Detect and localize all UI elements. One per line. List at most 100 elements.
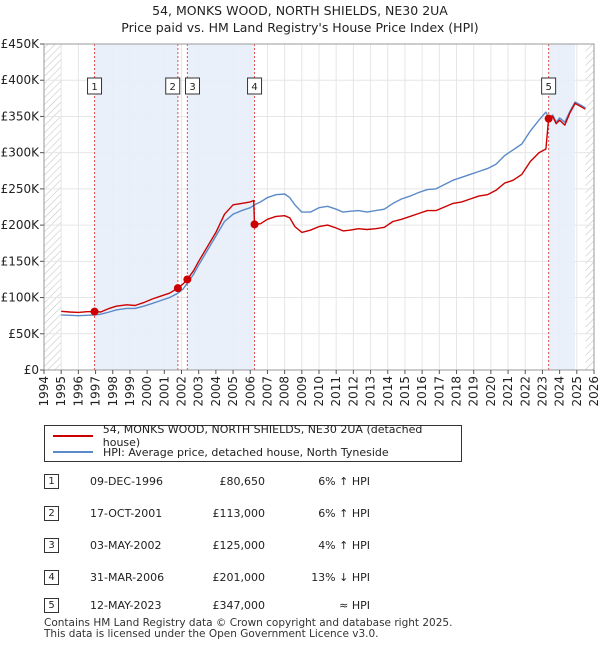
x-tick-label: 2012 (346, 376, 360, 407)
sale-label-text: 2 (170, 82, 176, 93)
x-tick-label: 1994 (37, 376, 51, 407)
x-tick-label: 2018 (450, 376, 464, 407)
sale-point (183, 275, 192, 284)
sale-number: 1 (44, 474, 59, 489)
legend-label-property: 54, MONKS WOOD, NORTH SHIELDS, NE30 2UA … (102, 423, 423, 449)
x-tick-label: 2006 (243, 376, 257, 407)
sale-label-box (247, 77, 263, 95)
x-tick-label: 2022 (518, 376, 532, 407)
sale-label-marker: 4 (247, 77, 263, 95)
sale-hpi-comparison: ≈ HPI (339, 599, 370, 612)
y-tick-label: £100K (1, 291, 41, 305)
no-data-hatch (585, 44, 594, 370)
x-tick-label: 1998 (106, 376, 120, 407)
y-tick-label: £350K (1, 109, 41, 123)
sale-label-box (165, 77, 181, 95)
ownership-band (94, 44, 178, 370)
footer: Contains HM Land Registry data © Crown c… (44, 618, 452, 640)
x-tick-label: 2019 (467, 376, 481, 407)
ownership-band (548, 44, 576, 370)
legend-label-hpi: HPI: Average price, detached house, Nort… (103, 445, 389, 459)
x-tick-label: 2008 (278, 376, 292, 407)
y-tick-label: £250K (1, 182, 41, 196)
sale-price: £125,000 (212, 539, 266, 552)
sale-row: 2 17-OCT-2001 £113,000 6% ↑ HPI (0, 504, 600, 524)
sale-row: 3 03-MAY-2002 £125,000 4% ↑ HPI (0, 536, 600, 556)
x-tick-label: 2010 (312, 376, 326, 407)
y-tick-label: £50K (8, 327, 40, 341)
y-tick-label: £150K (1, 254, 41, 268)
sale-label-text: 3 (189, 82, 195, 93)
sale-date: 12-MAY-2023 (90, 599, 162, 612)
x-tick-label: 2005 (226, 376, 240, 407)
x-tick-label: 2021 (501, 376, 515, 407)
sale-label-marker: 5 (541, 77, 557, 95)
sale-label-text: 4 (251, 82, 257, 93)
legend-item-property: 54, MONKS WOOD, NORTH SHIELDS, NE30 2UA … (53, 423, 461, 449)
footer-line-1: Contains HM Land Registry data © Crown c… (44, 617, 453, 629)
x-tick-label: 2023 (535, 376, 549, 407)
x-tick-label: 2014 (381, 376, 395, 407)
sale-number: 4 (44, 570, 59, 585)
sale-point (173, 284, 182, 293)
legend: 54, MONKS WOOD, NORTH SHIELDS, NE30 2UA … (44, 423, 462, 462)
sale-number: 5 (44, 598, 59, 613)
y-tick-label: £300K (1, 146, 41, 160)
x-tick-label: 2026 (587, 376, 600, 407)
x-tick-label: 2011 (329, 376, 343, 407)
x-tick-label: 2000 (140, 376, 154, 407)
sale-label-marker: 1 (87, 77, 103, 95)
x-tick-label: 2009 (295, 376, 309, 407)
x-tick-label: 1996 (71, 376, 85, 407)
y-tick-label: £0 (24, 363, 39, 377)
x-tick-label: 2007 (260, 376, 274, 407)
x-tick-label: 1999 (123, 376, 137, 407)
ownership-band (187, 44, 255, 370)
x-tick-label: 2004 (209, 376, 223, 407)
sale-price: £347,000 (212, 599, 266, 612)
hpi-line (61, 101, 586, 317)
y-tick-label: £200K (1, 218, 41, 232)
sale-label-box (541, 77, 557, 95)
sale-price: £201,000 (212, 571, 266, 584)
x-tick-label: 2016 (415, 376, 429, 407)
sale-number: 3 (44, 538, 59, 553)
sale-label-marker: 3 (185, 77, 200, 95)
x-tick-label: 1997 (89, 376, 103, 407)
sale-hpi-comparison: 6% ↑ HPI (318, 507, 370, 520)
legend-item-hpi: HPI: Average price, detached house, Nort… (53, 445, 389, 459)
sale-price: £113,000 (212, 507, 266, 520)
sale-label-text: 5 (545, 82, 551, 93)
sale-hpi-comparison: 13% ↓ HPI (311, 571, 370, 584)
x-tick-label: 2020 (484, 376, 498, 407)
sale-label-marker: 2 (165, 77, 181, 95)
y-tick-label: £450K (1, 37, 41, 51)
x-tick-label: 2001 (157, 376, 171, 407)
x-tick-label: 1995 (54, 376, 68, 407)
chart-title: 54, MONKS WOOD, NORTH SHIELDS, NE30 2UA (152, 3, 448, 18)
sale-date: 31-MAR-2006 (90, 571, 165, 584)
sale-date: 03-MAY-2002 (90, 539, 162, 552)
sale-row: 1 09-DEC-1996 £80,650 6% ↑ HPI (0, 472, 600, 492)
sale-point (544, 114, 553, 123)
sale-point (250, 220, 259, 229)
sale-label-text: 1 (91, 82, 97, 93)
x-tick-label: 2015 (398, 376, 412, 407)
sale-date: 09-DEC-1996 (90, 475, 164, 488)
footer-line-2: This data is licensed under the Open Gov… (44, 628, 379, 640)
no-data-hatch (44, 44, 62, 370)
x-tick-label: 2013 (364, 376, 378, 407)
sale-date: 17-OCT-2001 (90, 507, 163, 520)
x-tick-label: 2017 (432, 376, 446, 407)
sale-label-box (185, 77, 200, 95)
x-tick-label: 2025 (570, 376, 584, 407)
y-tick-label: £400K (1, 73, 41, 87)
sale-hpi-comparison: 4% ↑ HPI (318, 539, 370, 552)
chart-subtitle: Price paid vs. HM Land Registry's House … (121, 20, 479, 35)
sale-label-box (87, 77, 103, 95)
legend-swatch-property (53, 435, 93, 437)
sale-row: 4 31-MAR-2006 £201,000 13% ↓ HPI (0, 568, 600, 588)
sale-hpi-comparison: 6% ↑ HPI (318, 475, 370, 488)
x-tick-label: 2003 (192, 376, 206, 407)
price-chart: 1 2 3 4 5 £0 £50K £100K £150K £200K £250K £300K £35… (1, 37, 600, 407)
